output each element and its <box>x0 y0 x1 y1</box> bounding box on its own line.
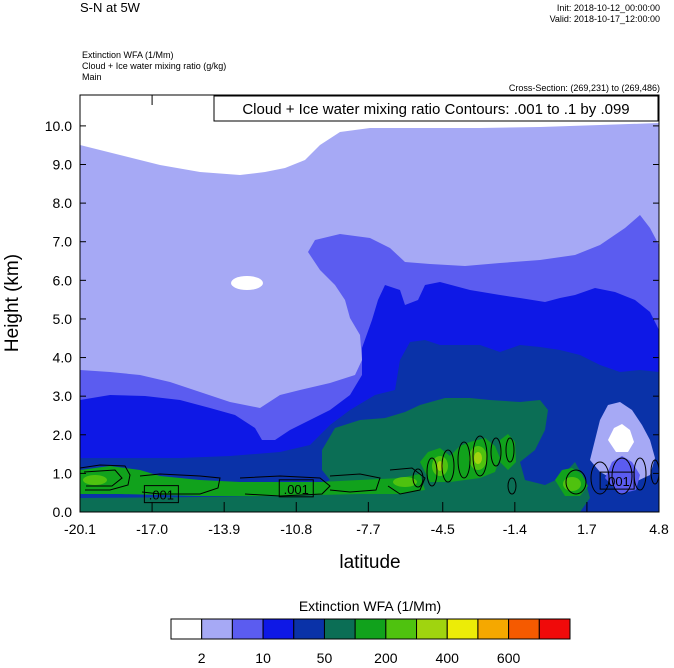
contour-info-text: Cloud + Ice water mixing ratio Contours:… <box>242 101 629 118</box>
plot-frame <box>79 94 660 513</box>
colorbar: 2 10 50 200 400 600 <box>170 618 571 666</box>
y-axis-title: Height (km) <box>2 254 23 352</box>
heatmap-level-white-plume <box>608 424 634 452</box>
colorbar-swatch <box>293 618 325 640</box>
heatmap-level-white-blob <box>231 276 263 290</box>
y-tick-label: 7.0 <box>53 234 73 250</box>
x-axis-title: latitude <box>339 552 400 573</box>
colorbar-swatch <box>262 618 295 640</box>
valid-time: Valid: 2018-10-17_12:00:00 <box>549 14 660 24</box>
contour-label: .001 <box>149 488 174 503</box>
plot-title: S-N at 5W <box>80 0 140 15</box>
heatmap-field <box>80 95 659 512</box>
field-label-extinction: Extinction WFA (1/Mm) <box>82 50 174 60</box>
colorbar-swatch <box>201 618 233 640</box>
y-tick-label: 6.0 <box>53 272 73 288</box>
colorbar-swatch <box>477 618 510 640</box>
y-axis: 0.0 1.0 2.0 3.0 4.0 5.0 6.0 7.0 8.0 9.0 10.0 <box>45 118 659 520</box>
x-tick-label: -17.0 <box>136 521 168 537</box>
contour-label-box <box>143 485 179 504</box>
colorbar-label: 400 <box>436 650 460 666</box>
y-tick-label: 2.0 <box>53 427 73 443</box>
y-tick-label: 10.0 <box>45 118 72 134</box>
colorbar-swatch <box>385 618 418 640</box>
colorbar-title: Extinction WFA (1/Mm) <box>299 598 441 614</box>
x-tick-label: 4.8 <box>649 521 669 537</box>
colorbar-label: 50 <box>317 650 333 666</box>
field-label-cloud-ice: Cloud + Ice water mixing ratio (g/kg) <box>82 61 227 71</box>
x-tick-label: -20.1 <box>64 521 96 537</box>
colorbar-swatch <box>508 618 540 640</box>
x-tick-label: -7.7 <box>356 521 380 537</box>
contour-label: .001 <box>604 474 629 489</box>
y-tick-label: 0.0 <box>53 504 73 520</box>
y-tick-label: 3.0 <box>53 388 73 404</box>
x-tick-label: -13.9 <box>208 521 240 537</box>
contour-label-box <box>599 471 635 490</box>
heatmap-level-teal <box>80 398 590 512</box>
x-tick-label: -4.5 <box>431 521 455 537</box>
x-tick-label: 1.7 <box>577 521 597 537</box>
contour-info-box <box>213 95 659 122</box>
colorbar-swatch <box>446 618 479 640</box>
colorbar-label: 2 <box>198 650 206 666</box>
contour-lines <box>80 435 659 497</box>
colorbar-swatch <box>323 618 356 640</box>
x-tick-label: -10.8 <box>280 521 312 537</box>
colorbar-swatch <box>231 618 264 640</box>
colorbar-swatch <box>354 618 387 640</box>
colorbar-swatch <box>538 618 571 640</box>
y-tick-label: 4.0 <box>53 350 73 366</box>
y-tick-label: 1.0 <box>53 465 73 481</box>
contour-label-box <box>278 479 314 498</box>
y-tick-label: 5.0 <box>53 311 73 327</box>
colorbar-label: 10 <box>255 650 271 666</box>
colorbar-label: 600 <box>497 650 521 666</box>
colorbar-swatch <box>170 618 203 640</box>
cross-section-label: Cross-Section: (269,231) to (269,486) <box>508 83 660 93</box>
contour-labels: .001 .001 .001 <box>143 471 635 504</box>
field-label-main: Main <box>82 72 102 82</box>
colorbar-swatch <box>416 618 448 640</box>
init-time: Init: 2018-10-12_00:00:00 <box>556 3 660 13</box>
x-tick-label: -1.4 <box>503 521 527 537</box>
y-tick-label: 8.0 <box>53 195 73 211</box>
colorbar-label: 200 <box>374 650 398 666</box>
contour-label: .001 <box>284 482 309 497</box>
heatmap-level-lime <box>437 452 482 471</box>
y-tick-label: 9.0 <box>53 157 73 173</box>
